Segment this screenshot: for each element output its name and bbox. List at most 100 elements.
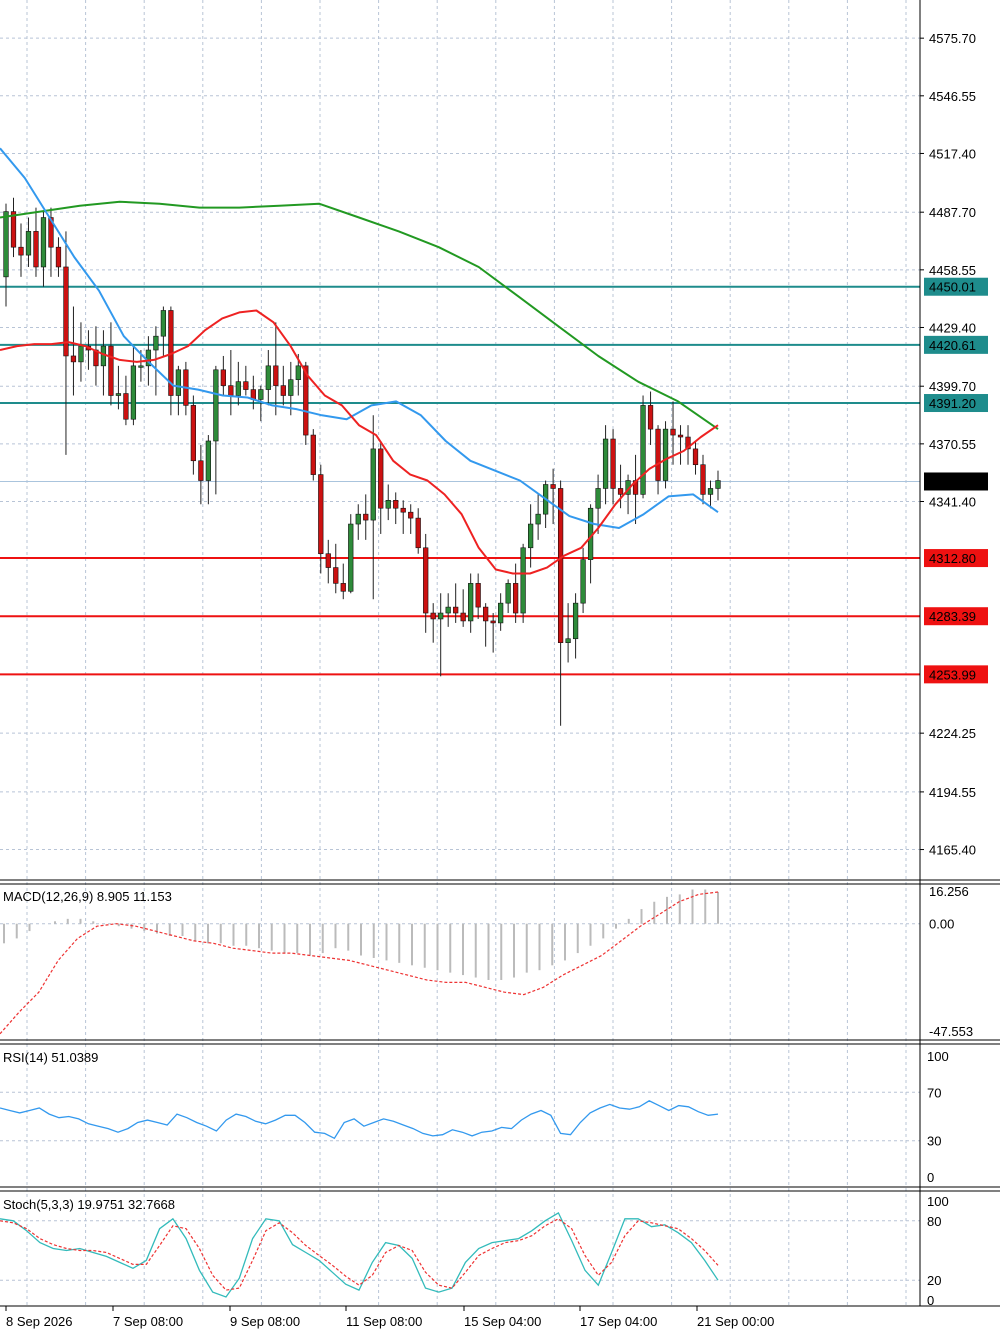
- bullish-candle: [498, 602, 504, 624]
- time-tick-label: 21 Sep 00:00: [697, 1314, 774, 1329]
- stoch-k-line: [0, 1211, 719, 1298]
- bearish-candle: [10, 211, 17, 248]
- bullish-candle: [528, 523, 534, 549]
- bullish-candle: [602, 438, 609, 489]
- bullish-candle: [385, 500, 391, 509]
- moving-averages: [0, 147, 719, 575]
- resistance-label: 4450.01: [929, 280, 976, 295]
- bearish-candle: [460, 612, 466, 622]
- ma-fast-line: [0, 309, 719, 575]
- stoch-scale-label: 100: [927, 1194, 949, 1209]
- bullish-candle: [40, 217, 47, 268]
- support-label: 4312.80: [929, 551, 976, 566]
- bullish-candle: [468, 583, 474, 622]
- bearish-candle: [677, 434, 684, 438]
- price-scale: 4575.70 4546.55 4517.40 4487.70 4458.55 4429.…: [920, 31, 988, 1308]
- time-tick-label: 9 Sep 08:00: [230, 1314, 300, 1329]
- rsi-scale-label: 100: [927, 1049, 949, 1064]
- price-tick-label: 4517.40: [929, 146, 976, 161]
- bearish-candle: [617, 488, 624, 495]
- bullish-candle: [78, 345, 84, 363]
- time-tick-label: 7 Sep 08:00: [113, 1314, 183, 1329]
- bearish-candle: [655, 428, 661, 481]
- bullish-candle: [265, 365, 271, 390]
- resistance-label-bg: [924, 335, 988, 354]
- bearish-candle: [325, 553, 331, 568]
- bearish-candle: [198, 460, 204, 481]
- bearish-candle: [55, 246, 62, 268]
- bearish-candle: [18, 246, 24, 256]
- bullish-candle: [595, 488, 601, 509]
- bearish-candle: [318, 474, 324, 555]
- bearish-candle: [273, 365, 279, 386]
- bearish-candle: [378, 448, 384, 509]
- bullish-candle: [370, 448, 376, 521]
- price-tick-label: 4458.55: [929, 263, 976, 278]
- rsi-title: RSI(14) 51.0389: [3, 1050, 98, 1065]
- bearish-candle: [228, 385, 234, 396]
- bearish-candle: [490, 620, 496, 624]
- bearish-candle: [610, 438, 616, 489]
- bullish-candle: [520, 547, 526, 614]
- bullish-candle: [348, 523, 354, 592]
- bearish-candle: [393, 500, 399, 509]
- price-tick-label: 4224.25: [929, 726, 976, 741]
- time-tick-label: 8 Sep 2026: [6, 1314, 73, 1329]
- time-tick-label: 15 Sep 04:00: [464, 1314, 541, 1329]
- stoch-d-line: [0, 1218, 719, 1291]
- bearish-candle: [310, 434, 316, 475]
- bearish-candle: [483, 606, 489, 622]
- resistance-label: 4420.61: [929, 338, 976, 353]
- bullish-candle: [213, 369, 219, 442]
- bullish-candle: [288, 379, 294, 396]
- bearish-candle: [70, 355, 77, 363]
- price-tick-label: 4341.40: [929, 495, 976, 510]
- stoch-scale-label: 80: [927, 1214, 941, 1229]
- support-label-bg: [924, 607, 988, 626]
- bearish-candle: [647, 405, 654, 430]
- bearish-candle: [220, 369, 226, 386]
- bullish-candle: [565, 638, 571, 643]
- macd-scale-label: 16.256: [929, 884, 969, 899]
- bullish-candle: [100, 345, 107, 367]
- bullish-candle: [3, 211, 9, 278]
- bearish-candle: [423, 547, 429, 614]
- bearish-candle: [363, 513, 369, 521]
- bearish-candle: [108, 345, 114, 396]
- bullish-candle: [295, 365, 301, 380]
- bearish-candle: [243, 381, 249, 390]
- bearish-candle: [408, 511, 414, 519]
- support-label: 4253.99: [929, 667, 976, 682]
- bearish-candle: [692, 448, 699, 466]
- bearish-candle: [48, 217, 54, 248]
- time-tick-label: 11 Sep 08:00: [346, 1314, 422, 1329]
- bullish-candle: [130, 365, 137, 420]
- rsi-scale-label: 30: [927, 1134, 941, 1149]
- macd-scale-label: -47.553: [929, 1024, 973, 1039]
- bearish-candle: [340, 583, 346, 592]
- bullish-candle: [438, 612, 444, 620]
- panel-frames: [0, 0, 1000, 1307]
- bearish-candle: [303, 365, 309, 436]
- bullish-candle: [505, 583, 511, 604]
- stochastic-panel: [0, 1211, 719, 1298]
- rsi-scale-label: 0: [927, 1170, 934, 1185]
- bearish-candle: [513, 583, 519, 614]
- bearish-candle: [685, 436, 691, 450]
- bearish-candle: [453, 606, 459, 614]
- stoch-scale-label: 20: [927, 1273, 941, 1288]
- macd-panel: [0, 889, 719, 1035]
- bullish-candle: [258, 389, 264, 400]
- bearish-candle: [557, 488, 564, 643]
- bullish-candle: [580, 559, 586, 604]
- macd-scale-label: 0.00: [929, 917, 954, 932]
- bullish-candle: [153, 335, 159, 351]
- current-price-label: 4351.52: [929, 474, 976, 489]
- support-label-bg: [924, 665, 988, 684]
- price-tick-label: 4575.70: [929, 31, 976, 46]
- bearish-candle: [190, 405, 196, 462]
- bullish-candle: [535, 513, 541, 525]
- bearish-candle: [123, 393, 129, 420]
